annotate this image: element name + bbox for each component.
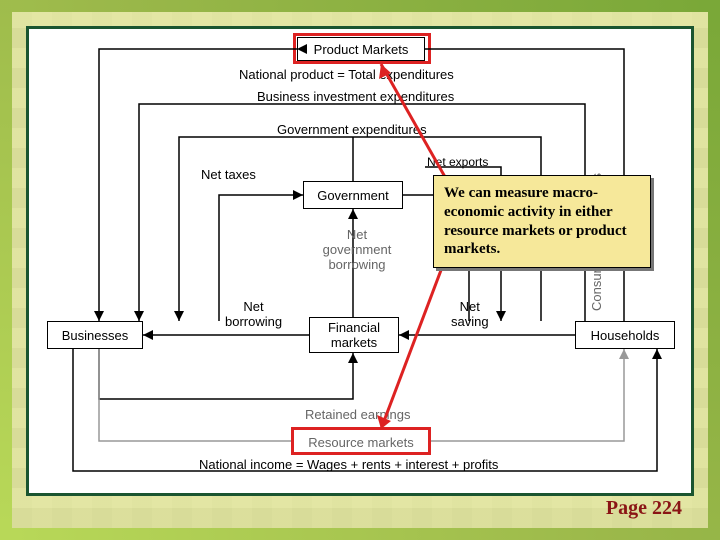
label-net-exp: Net exports [427,155,488,169]
node-households: Households [575,321,675,349]
page-number: Page 224 [606,497,682,520]
node-resource-markets: Resource markets [295,431,427,453]
node-businesses: Businesses [47,321,143,349]
callout-box: We can measure macro-economic activity i… [433,175,651,268]
label-retained: Retained earnings [305,407,411,422]
label-biz-invest: Business investment expenditures [257,89,454,104]
node-government: Government [303,181,403,209]
diagram-frame: Product Markets Government Businesses Fi… [26,26,694,496]
label-net-gov-borrow: Net government borrowing [317,227,397,272]
label-national-product: National product = Total expenditures [239,67,454,82]
node-financial: Financial markets [309,317,399,353]
diagram-canvas: Product Markets Government Businesses Fi… [29,29,691,493]
node-product-markets: Product Markets [297,37,425,61]
label-gov-exp: Government expenditures [277,122,427,137]
label-net-saving: Net saving [451,299,489,329]
label-net-borrow: Net borrowing [225,299,282,329]
label-net-taxes: Net taxes [201,167,256,182]
label-national-income: National income = Wages + rents + intere… [199,457,498,472]
slide: Product Markets Government Businesses Fi… [0,0,720,540]
